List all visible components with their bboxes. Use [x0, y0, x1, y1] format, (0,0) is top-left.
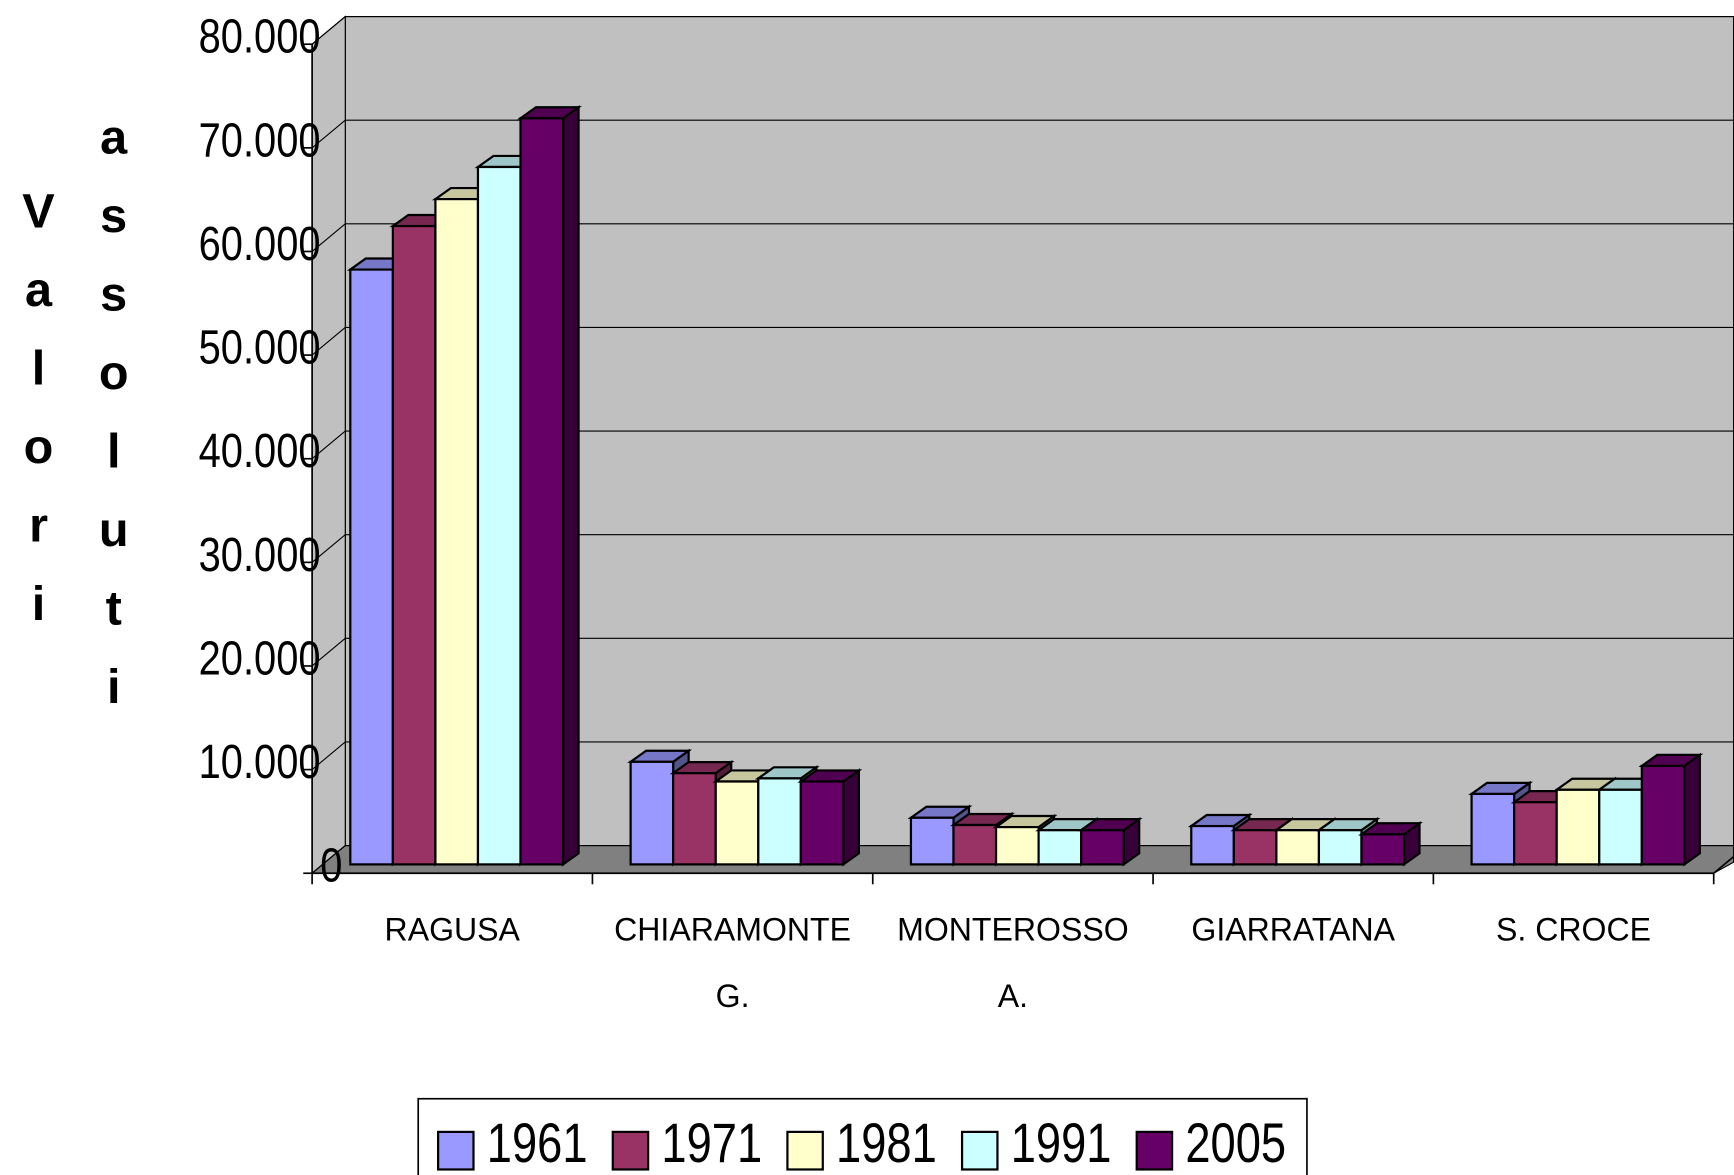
- y-tick-label: 60.000: [199, 217, 321, 271]
- bar: [1598, 788, 1643, 866]
- x-label-box: GIARRATANA: [1191, 913, 1396, 949]
- grid-line: [311, 534, 1734, 563]
- bar: [434, 197, 480, 866]
- legend-swatch: [1135, 1130, 1174, 1171]
- bar: [1640, 764, 1686, 866]
- bar: [909, 816, 955, 866]
- legend-swatch: [786, 1130, 824, 1171]
- grid-line: [311, 326, 1734, 356]
- x-label-box: CHIARAMONTE G.: [614, 913, 852, 1015]
- grid-line: [311, 16, 1734, 45]
- bar: [629, 760, 675, 866]
- x-label-box: MONTEROSSO A.: [897, 913, 1129, 1015]
- grid-line: [311, 637, 1734, 667]
- x-tick-label: CHIARAMONTE G.: [614, 913, 852, 1015]
- bar: [476, 165, 522, 866]
- bar: [1555, 788, 1601, 866]
- bar-side: [1683, 752, 1701, 867]
- y-label-box: Valori assoluti: [11, 110, 141, 739]
- bar-side: [842, 768, 860, 867]
- bar: [994, 825, 1040, 866]
- x-axis-end: [1713, 856, 1734, 874]
- grid-line: [311, 430, 1734, 460]
- y-tick-label: 30.000: [199, 528, 321, 582]
- bar: [1317, 829, 1363, 866]
- legend-swatch: [960, 1130, 999, 1171]
- bar-side: [561, 105, 580, 867]
- bar: [799, 780, 845, 866]
- x-tick-label: S. CROCE: [1496, 913, 1652, 949]
- bar: [1513, 801, 1558, 866]
- bar: [672, 772, 717, 866]
- bar: [519, 117, 565, 866]
- x-tick-label: RAGUSA: [384, 913, 520, 949]
- y-tick-label: 70.000: [199, 114, 321, 168]
- legend-swatch: [437, 1130, 475, 1171]
- legend-label: 1971: [661, 1112, 762, 1174]
- legend-label: 2005: [1185, 1112, 1286, 1174]
- bar: [1037, 829, 1083, 866]
- bar: [714, 780, 760, 866]
- legend-swatch: [611, 1130, 650, 1171]
- bar: [1275, 829, 1321, 866]
- x-tick-label: MONTEROSSO A.: [897, 913, 1129, 1015]
- y-tick-label: 40.000: [199, 425, 321, 479]
- y-axis-label: Valori assoluti: [11, 110, 141, 739]
- legend-label: 1981: [836, 1112, 937, 1174]
- bar: [1232, 829, 1278, 866]
- y-tick-label: 80.000: [199, 10, 321, 64]
- grid-line: [311, 119, 1734, 149]
- bar: [952, 823, 998, 866]
- bar: [349, 268, 394, 866]
- grid-line: [311, 741, 1734, 771]
- bar: [757, 777, 802, 866]
- bar: [1360, 833, 1406, 866]
- legend-label: 1991: [1011, 1112, 1112, 1174]
- bar: [391, 224, 437, 866]
- x-label-box: S. CROCE: [1496, 913, 1652, 949]
- grid-line: [311, 223, 1734, 252]
- bar: [1470, 792, 1516, 866]
- legend-label: 1961: [487, 1112, 588, 1174]
- bar: [1190, 824, 1235, 866]
- y-tick-label: 20.000: [199, 632, 321, 686]
- x-tick-label: GIARRATANA: [1191, 913, 1396, 949]
- bar: [1080, 829, 1125, 866]
- x-label-box: RAGUSA: [384, 913, 520, 949]
- y-tick-label: 10.000: [199, 735, 321, 789]
- y-tick-label: 0: [320, 839, 342, 893]
- y-tick-label: 50.000: [199, 321, 321, 375]
